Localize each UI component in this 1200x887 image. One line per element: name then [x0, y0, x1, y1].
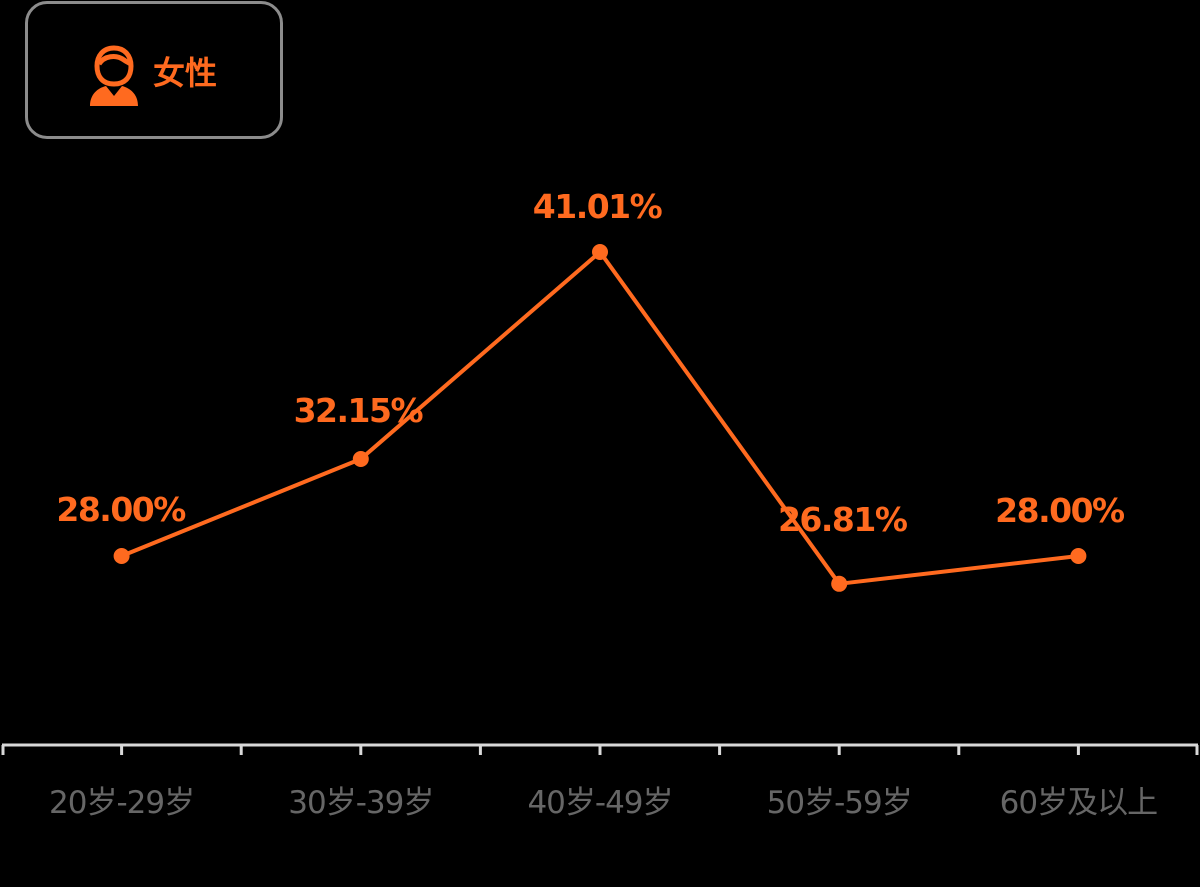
- data-label: 32.15%: [294, 391, 424, 430]
- data-label: 28.00%: [56, 490, 186, 529]
- female-user-icon: [90, 45, 138, 106]
- x-tick-label: 60岁及以上: [1000, 785, 1157, 821]
- x-tick-label: 50岁-59岁: [767, 785, 912, 821]
- data-point: [831, 575, 848, 592]
- data-point: [1070, 548, 1087, 564]
- data-label: 28.00%: [995, 491, 1125, 530]
- legend: 女性: [25, 1, 283, 139]
- data-point: [352, 451, 369, 468]
- x-tick-label: 20岁-29岁: [49, 785, 194, 821]
- legend-label: 女性: [153, 54, 218, 92]
- data-point: [592, 244, 608, 260]
- x-tick-label: 30岁-39岁: [288, 785, 433, 821]
- x-tick-label: 40岁-49岁: [527, 785, 672, 821]
- data-label: 26.81%: [778, 500, 908, 539]
- data-label: 41.01%: [533, 187, 663, 226]
- series-line: [120, 250, 1079, 586]
- data-point: [113, 548, 130, 564]
